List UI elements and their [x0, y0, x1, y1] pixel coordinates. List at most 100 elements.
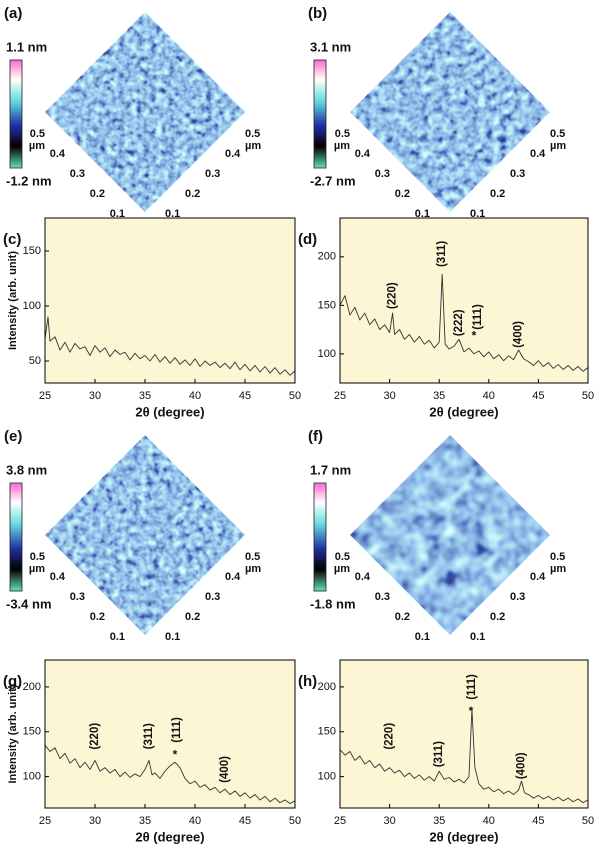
- plot-background: [45, 218, 295, 383]
- axis-tick-label: 0.1: [415, 208, 430, 220]
- plot-frame: [339, 659, 589, 809]
- x-tick-label: 30: [383, 815, 395, 827]
- colorbar-min: -2.7 nm: [310, 173, 356, 188]
- axis-tick-label: 0.1: [110, 208, 125, 220]
- x-tick-label: 30: [89, 815, 101, 827]
- panel-label: (g): [3, 673, 22, 690]
- y-tick-label: 150: [318, 726, 336, 738]
- peak-annotation: (400): [513, 321, 525, 348]
- axis-tick-label: 0.3: [375, 591, 390, 603]
- panel-label: (d): [298, 231, 317, 248]
- axis-tick-label: 0.4: [355, 148, 371, 160]
- plot-background: [340, 218, 588, 383]
- y-tick-label: 150: [23, 245, 41, 257]
- y-axis-label: Intensity (arb. unit): [7, 251, 19, 350]
- x-tick-label: 30: [383, 390, 395, 402]
- peak-annotation: (220): [89, 723, 101, 750]
- y-tick-label: 200: [23, 681, 41, 693]
- axis-unit: µm: [245, 140, 261, 152]
- axis-tick-label: 0.5: [550, 551, 565, 563]
- x-tick-label: 25: [334, 815, 346, 827]
- axis-tick-label: 0.2: [90, 188, 105, 200]
- peak-annotation: *: [472, 329, 477, 343]
- panel-label: (b): [308, 5, 327, 22]
- colorbar-min: -1.8 nm: [310, 596, 356, 611]
- x-tick-label: 35: [433, 815, 445, 827]
- axis-tick-label: 0.4: [50, 148, 66, 160]
- axis-tick-label: 0.3: [510, 591, 525, 603]
- colorbar-max: 1.1 nm: [6, 39, 47, 54]
- y-tick-label: 150: [23, 726, 41, 738]
- axis-unit: µm: [245, 563, 261, 575]
- x-tick-label: 45: [239, 815, 251, 827]
- peak-annotation: (222): [453, 309, 465, 336]
- peak-annotation: (111): [171, 717, 183, 743]
- peak-annotation: (311): [433, 741, 445, 767]
- axis-tick-label: 0.5: [245, 551, 260, 563]
- axis-tick-label: 0.2: [90, 611, 105, 623]
- peak-annotation: (400): [516, 752, 528, 779]
- afm-surface: [45, 12, 245, 212]
- x-tick-label: 40: [483, 815, 495, 827]
- x-tick-label: 35: [433, 390, 445, 402]
- axis-unit: µm: [29, 140, 45, 152]
- axis-tick-label: 0.1: [110, 631, 125, 643]
- panel-label: (h): [298, 673, 317, 690]
- axis-tick-label: 0.2: [490, 188, 505, 200]
- axis-tick-label: 0.5: [335, 551, 350, 563]
- axis-unit: µm: [550, 140, 566, 152]
- colorbar-max: 3.1 nm: [310, 39, 351, 54]
- plot-frame: [339, 217, 589, 384]
- axis-tick-label: 0.1: [415, 631, 430, 643]
- data-line: [339, 273, 589, 372]
- peak-annotation: (311): [436, 241, 448, 267]
- axis-tick-label: 0.4: [355, 571, 371, 583]
- x-tick-label: 35: [139, 390, 151, 402]
- axis-tick-label: 0.1: [470, 631, 485, 643]
- axis-tick-label: 0.5: [30, 551, 45, 563]
- axis-tick-label: 0.2: [395, 188, 410, 200]
- peak-annotation: *: [173, 747, 178, 761]
- axis-tick-label: 0.1: [165, 208, 180, 220]
- y-tick-label: 100: [318, 348, 336, 360]
- axis-tick-label: 0.3: [375, 168, 390, 180]
- afm-surface: [350, 435, 550, 635]
- y-tick-label: 200: [318, 681, 336, 693]
- y-tick-label: 150: [318, 299, 336, 311]
- colorbar: [313, 482, 327, 592]
- x-axis-label: 2θ (degree): [429, 404, 498, 419]
- axis-tick-label: 0.1: [470, 208, 485, 220]
- y-tick-label: 200: [318, 251, 336, 263]
- x-tick-label: 50: [289, 390, 301, 402]
- peak-annotation: *: [469, 704, 474, 718]
- axis-tick-label: 0.3: [205, 168, 220, 180]
- y-tick-label: 100: [23, 300, 41, 312]
- peak-annotation: (311): [143, 723, 155, 749]
- x-tick-label: 50: [582, 815, 594, 827]
- data-line: [339, 708, 589, 804]
- panel-label: (e): [4, 428, 22, 445]
- x-tick-label: 45: [239, 390, 251, 402]
- panel-label: (f): [308, 428, 323, 445]
- axis-tick-label: 0.4: [225, 148, 241, 160]
- axis-unit: µm: [29, 563, 45, 575]
- plot-background: [45, 660, 295, 808]
- axis-tick-label: 0.4: [50, 571, 66, 583]
- peak-annotation: (220): [384, 723, 396, 750]
- axis-tick-label: 0.4: [530, 148, 546, 160]
- axis-tick-label: 0.5: [335, 128, 350, 140]
- plot-background: [340, 660, 588, 808]
- axis-tick-label: 0.1: [165, 631, 180, 643]
- peak-annotation: (111): [466, 674, 478, 700]
- plot-frame: [44, 659, 296, 809]
- x-tick-label: 40: [189, 815, 201, 827]
- colorbar-min: -1.2 nm: [6, 173, 52, 188]
- axis-tick-label: 0.2: [395, 611, 410, 623]
- colorbar-max: 1.7 nm: [310, 462, 351, 477]
- axis-tick-label: 0.3: [70, 168, 85, 180]
- x-tick-label: 45: [532, 815, 544, 827]
- x-tick-label: 25: [334, 390, 346, 402]
- colorbar-max: 3.8 nm: [6, 462, 47, 477]
- axis-tick-label: 0.3: [70, 591, 85, 603]
